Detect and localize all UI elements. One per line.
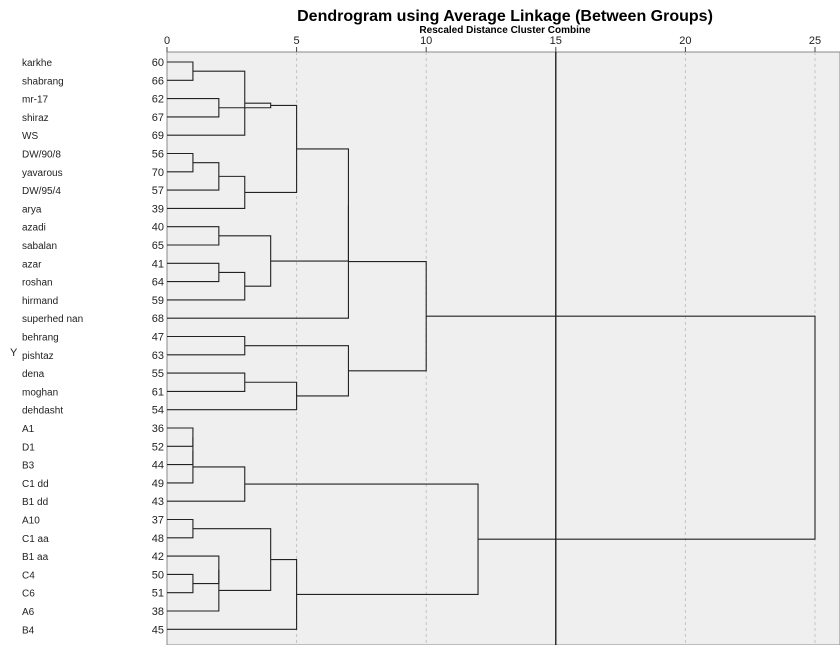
x-tick-label: 20 [679,35,691,47]
dendrogram-link [167,204,349,319]
y-axis-label: Y [10,347,18,359]
leaf-number: 69 [152,130,164,142]
x-tick-label: 25 [809,35,821,47]
leaf-number: 62 [152,94,164,106]
leaf-number: 51 [152,588,164,600]
dendrogram-link [167,450,194,484]
leaf-number: 47 [152,332,164,344]
leaf-label: B1 dd [22,497,48,508]
leaf-label: B1 aa [22,552,49,563]
leaf-number: 56 [152,149,164,161]
leaf-number: 41 [152,258,164,270]
x-tick-label: 5 [294,35,300,47]
x-tick-label: 15 [550,35,562,47]
leaf-number: 39 [152,203,164,215]
leaf-label: A10 [22,516,40,527]
leaf-number: 40 [152,222,164,234]
leaf-number: 36 [152,423,164,435]
leaf-number: 37 [152,515,164,527]
leaf-label: dehdasht [22,406,63,417]
leaf-label: behrang [22,333,59,344]
leaf-label: roshan [22,278,53,289]
chart-subtitle: Rescaled Distance Cluster Combine [419,25,591,36]
leaf-number: 38 [152,606,164,618]
leaf-label: D1 [22,442,35,453]
leaf-number: 44 [152,460,164,472]
leaf-number: 63 [152,350,164,362]
leaf-label: B3 [22,461,35,472]
leaf-label: hirmand [22,296,58,307]
leaf-number: 45 [152,624,164,636]
leaf-label: B4 [22,625,35,636]
leaf-label: superhed nan [22,314,83,325]
leaf-number: 65 [152,240,164,252]
leaf-number: 49 [152,478,164,490]
leaf-label: azar [22,259,42,270]
x-tick-label: 0 [164,35,170,47]
leaf-label: dena [22,369,45,380]
leaf-label: A6 [22,607,35,618]
leaf-number: 70 [152,167,164,179]
leaf-number: 54 [152,405,164,417]
leaf-label: mr-17 [22,95,49,106]
leaf-label: yavarous [22,168,63,179]
dendrogram-link [426,315,816,540]
leaf-label: moghan [22,387,58,398]
leaf-label: arya [22,204,42,215]
leaf-label: C6 [22,589,35,600]
leaf-label: sabalan [22,241,57,252]
leaf-number: 64 [152,277,164,289]
leaf-number: 60 [152,57,164,69]
leaf-number: 61 [152,386,164,398]
leaf-label: C1 dd [22,479,49,490]
leaf-label: shiraz [22,113,49,124]
leaf-label: C1 aa [22,534,49,545]
x-tick-label: 10 [420,35,432,47]
leaf-number: 52 [152,441,164,453]
leaf-number: 67 [152,112,164,124]
dendrogram-link [167,569,220,612]
leaf-number: 42 [152,551,164,563]
leaf-label: C4 [22,570,35,581]
leaf-label: WS [22,131,38,142]
leaf-label: pishtaz [22,351,54,362]
leaf-number: 66 [152,75,164,87]
leaf-label: DW/90/8 [22,150,61,161]
leaf-label: karkhe [22,58,52,69]
leaf-label: shabrang [22,76,64,87]
leaf-label: azadi [22,223,46,234]
plot-background [166,51,840,645]
leaf-number: 55 [152,368,164,380]
leaf-number: 57 [152,185,164,197]
leaf-label: A1 [22,424,35,435]
leaf-number: 48 [152,533,164,545]
leaf-number: 59 [152,295,164,307]
leaf-number: 68 [152,313,164,325]
leaf-number: 50 [152,569,164,581]
leaf-label: DW/95/4 [22,186,61,197]
leaf-number: 43 [152,496,164,508]
chart-title: Dendrogram using Average Linkage (Betwee… [297,8,713,25]
